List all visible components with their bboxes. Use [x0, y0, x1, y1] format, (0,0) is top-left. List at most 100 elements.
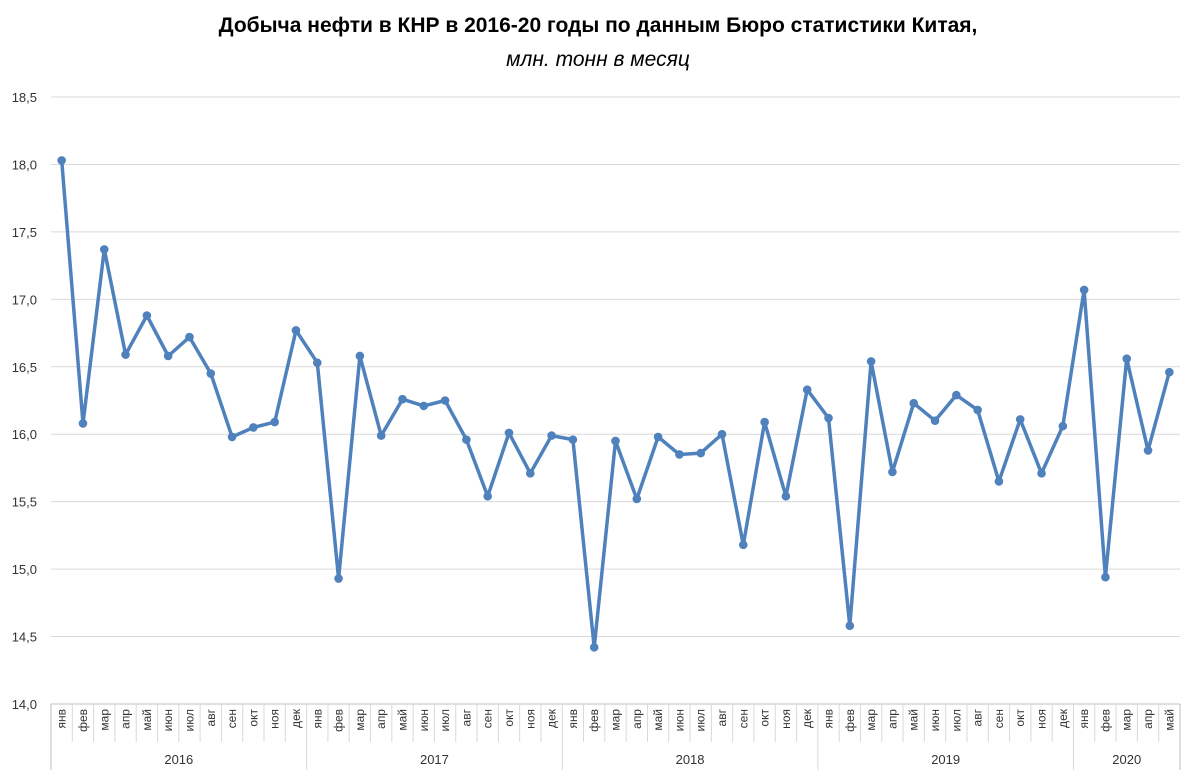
y-tick-label: 16,5 [12, 360, 37, 375]
x-tick-label-month: дек [289, 708, 303, 728]
x-tick-label-month: фев [843, 709, 857, 732]
x-tick-label-month: сен [225, 709, 239, 728]
data-point [142, 311, 152, 320]
chart-subtitle: млн. тонн в месяц [506, 48, 690, 71]
x-tick-label-month: мар [353, 709, 367, 731]
x-axis: янв фев мар апр май июн июл авг сен окт ноя дек янв ф… [50, 703, 1181, 770]
y-tick-label: 14,5 [12, 630, 37, 645]
x-tick-label-year: 2018 [676, 752, 705, 767]
data-point [909, 398, 919, 408]
data-point [419, 401, 429, 411]
data-point [653, 432, 663, 442]
data-point [1079, 285, 1089, 295]
data-point [547, 431, 556, 440]
x-tick-label-year: 2016 [164, 752, 193, 767]
data-point [334, 574, 343, 583]
x-tick-label-month: фев [332, 709, 346, 732]
data-point [717, 429, 727, 439]
data-point [739, 540, 748, 550]
data-point [291, 326, 301, 335]
data-point [1058, 421, 1068, 431]
y-tick-label: 15,0 [12, 562, 37, 577]
x-tick-label-month: июн [928, 709, 942, 731]
x-tick-label-month: дек [1056, 708, 1070, 728]
data-point [824, 413, 833, 423]
data-point [1015, 415, 1025, 424]
x-tick-label-month: сен [481, 709, 495, 728]
x-tick-label-month: окт [1013, 709, 1027, 727]
x-tick-label-month: окт [502, 709, 516, 727]
y-tick-label: 17,0 [12, 292, 37, 307]
data-point [57, 156, 66, 165]
x-tick-label-month: мар [97, 709, 111, 731]
data-point [78, 419, 88, 428]
data-point [312, 358, 322, 368]
series-oil-production [57, 156, 1174, 652]
x-tick-label-month: окт [246, 709, 260, 727]
y-tick-label: 15,5 [12, 495, 37, 510]
x-tick-label-month: ноя [268, 709, 282, 729]
x-tick-label-month: мар [1120, 709, 1134, 731]
data-point [994, 477, 1004, 486]
x-tick-label-month: апр [374, 709, 388, 729]
x-tick-label-month: фев [1098, 709, 1112, 732]
x-tick-label-month: май [907, 709, 921, 731]
x-tick-label-month: мар [864, 709, 878, 731]
x-tick-label-month: июл [694, 709, 708, 731]
data-point [930, 416, 940, 426]
data-point [1101, 572, 1110, 582]
data-point [398, 394, 407, 404]
y-tick-label: 17,5 [12, 225, 37, 240]
data-point [121, 350, 130, 359]
data-point [589, 643, 599, 652]
x-tick-label-month: фев [76, 709, 90, 732]
data-point [781, 491, 791, 501]
data-point [355, 351, 365, 361]
x-tick-label-month: фев [587, 709, 601, 732]
x-tick-label-month: июл [949, 709, 963, 731]
x-tick-label-month: дек [545, 708, 559, 728]
data-point [845, 621, 855, 631]
x-tick-label-year: 2019 [931, 752, 960, 767]
x-tick-label-month: май [1162, 709, 1176, 731]
x-tick-label-month: июл [438, 709, 452, 731]
x-tick-label-month: авг [715, 708, 729, 726]
chart-title: Добыча нефти в КНР в 2016-20 годы по дан… [218, 14, 978, 37]
x-tick-label-month: апр [1141, 709, 1155, 729]
data-point [888, 467, 897, 477]
data-point [1122, 354, 1132, 363]
x-tick-label-month: май [651, 709, 665, 731]
series-line [59, 158, 1172, 650]
x-tick-label-month: авг [971, 708, 985, 726]
x-tick-label-month: окт [758, 709, 772, 727]
data-point [696, 448, 706, 458]
x-tick-label-month: янв [55, 709, 69, 729]
x-tick-label-month: авг [459, 708, 473, 726]
x-tick-label-month: май [140, 709, 154, 731]
x-tick-label-month: апр [885, 709, 899, 729]
y-tick-label: 18,0 [12, 157, 37, 172]
data-point [227, 432, 237, 442]
data-point [525, 469, 535, 478]
data-point [462, 435, 471, 444]
data-point [866, 357, 876, 366]
data-point [206, 369, 216, 378]
x-tick-label-month: июн [417, 709, 431, 731]
data-point [802, 385, 812, 395]
x-tick-label-month: сен [992, 709, 1006, 728]
x-tick-label-month: апр [119, 709, 133, 729]
x-tick-label-month: янв [566, 709, 580, 729]
y-tick-label: 18,5 [12, 90, 37, 105]
data-point [270, 417, 279, 427]
x-tick-label-month: сен [736, 709, 750, 728]
data-point [973, 405, 982, 415]
x-tick-label-month: ноя [523, 709, 537, 729]
data-point [249, 423, 258, 432]
data-point [504, 428, 514, 438]
x-tick-label-month: апр [630, 709, 644, 729]
data-point [952, 390, 961, 400]
data-point [632, 494, 642, 504]
data-point [376, 431, 386, 440]
data-point [611, 436, 620, 446]
